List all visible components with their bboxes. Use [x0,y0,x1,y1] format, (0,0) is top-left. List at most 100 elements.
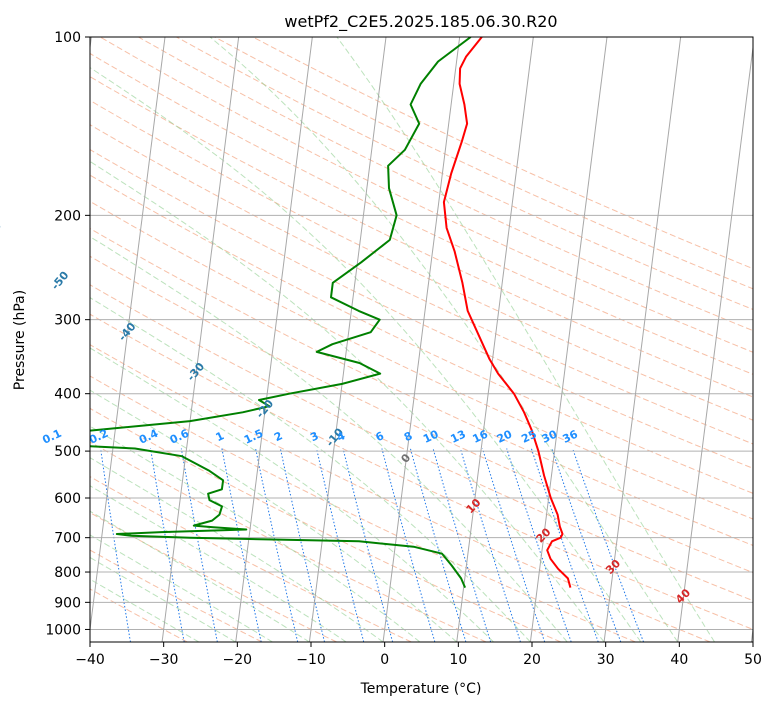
mixing-ratio-line [551,448,622,642]
isotherm-label: 10 [464,496,484,516]
mixing-ratio-label: 30 [540,427,560,445]
x-tick-label: 30 [597,652,615,668]
dry-adiabat [90,52,753,375]
mixing-ratio-line [482,448,546,642]
mixing-ratio-label: 0.6 [168,427,191,447]
dry-adiabat [90,227,753,547]
mixing-ratio-line [381,448,436,642]
moist-adiabat [90,534,273,642]
isotherm-gridline [235,37,313,642]
mixing-ratio-label: 13 [448,428,467,446]
mixing-ratio-label: 10 [421,427,441,445]
mixing-ratio-line [459,448,521,642]
isotherm-gridline [750,625,753,642]
dry-adiabat [252,37,753,270]
isotherm-label: -60 [0,219,4,243]
x-axis-label: Temperature (°C) [360,681,482,697]
mixing-ratio-line [255,448,299,642]
y-axis: 100 200 300 400 500 600 700 800 900 1000 [45,30,90,638]
mixing-ratio-label: 20 [495,427,515,445]
y-tick-label: 200 [54,208,81,224]
mixing-ratio-label: 1.5 [242,427,265,447]
moist-adiabat [90,425,421,642]
dry-adiabat [90,441,487,642]
x-tick-label: −20 [223,652,253,668]
dry-adiabat [90,407,561,642]
moist-adiabat [90,66,642,642]
dry-adiabat [90,344,711,642]
isotherm-gridline [161,37,240,642]
dry-adiabat [90,549,263,642]
isotherm-gridline [382,37,461,642]
gridlines [90,37,753,642]
isotherm-label: -30 [184,360,207,384]
mixing-ratio-line [221,448,262,642]
dry-adiabat [90,174,753,494]
mixing-ratio-line [150,448,185,642]
moist-adiabat [90,297,531,642]
moist-adiabat [209,37,679,642]
background-reference-lines [90,37,753,642]
isotherm-gridline [90,37,166,634]
moist-adiabat [90,485,347,642]
mixing-ratio-line [409,448,467,642]
x-tick-label: −40 [75,652,105,668]
moist-adiabat [90,160,605,642]
mixing-ratio-line [316,448,365,642]
x-axis: −40 −30 −20 −10 0 10 20 30 40 50 [75,642,762,668]
isotherm-label: -50 [49,269,72,293]
x-tick-label: −30 [149,652,179,668]
temperature-line [442,37,572,588]
dry-adiabat [99,37,753,353]
moist-adiabat [90,578,200,642]
y-tick-label: 500 [54,444,81,460]
mixing-ratio-line [432,448,492,642]
x-tick-label: 40 [670,652,688,668]
mixing-ratio-label: 2 [272,429,284,444]
dry-adiabat [90,124,753,445]
isotherm-gridline [456,37,534,642]
moist-adiabat [90,236,568,642]
isotherm-label: 30 [603,557,623,577]
y-tick-label: 400 [54,387,81,403]
x-tick-label: 10 [449,652,467,668]
x-tick-label: −10 [296,652,326,668]
x-tick-label: 0 [380,652,389,668]
mixing-ratio-line [279,448,325,642]
x-tick-label: 20 [523,652,541,668]
moist-adiabat [90,457,384,642]
mixing-ratio-line [506,448,572,642]
y-tick-label: 800 [54,565,81,581]
mixing-ratio-label: 16 [471,427,491,445]
mixing-ratio-line [530,448,599,642]
mixing-ratio-label: 0.4 [137,427,160,447]
mixing-ratio-label: 1 [214,429,226,444]
mixing-ratio-label: 36 [561,427,581,445]
mixing-ratio-label: 25 [519,428,538,446]
mixing-ratio-label: 6 [374,429,387,444]
y-tick-label: 900 [54,595,81,611]
chart-title: wetPf2_C2E5.2025.185.06.30.R20 [284,12,557,32]
moist-adiabat [90,556,236,642]
isotherm-gridline [677,43,753,642]
dry-adiabat [214,37,753,290]
dry-adiabat [90,76,753,398]
y-tick-label: 600 [54,491,81,507]
y-tick-label: 700 [54,531,81,547]
y-tick-label: 300 [54,313,81,329]
sounding-profiles [90,37,572,588]
isotherm-gridline [529,37,608,642]
plot-frame [89,36,754,643]
x-tick-label: 50 [744,652,762,668]
moist-adiabat [336,37,716,642]
line-labels: -100-90-80-70-60-50-40-30-20-10010203040… [0,219,693,606]
dry-adiabat [138,37,753,332]
dry-adiabat [90,200,753,520]
isotherm-gridline [603,37,682,642]
isotherm-label: -20 [253,397,276,421]
mixing-ratio-line [572,448,645,642]
dewpoint-line [90,37,472,588]
mixing-ratio-label: 8 [402,429,414,444]
moist-adiabat [90,389,458,642]
